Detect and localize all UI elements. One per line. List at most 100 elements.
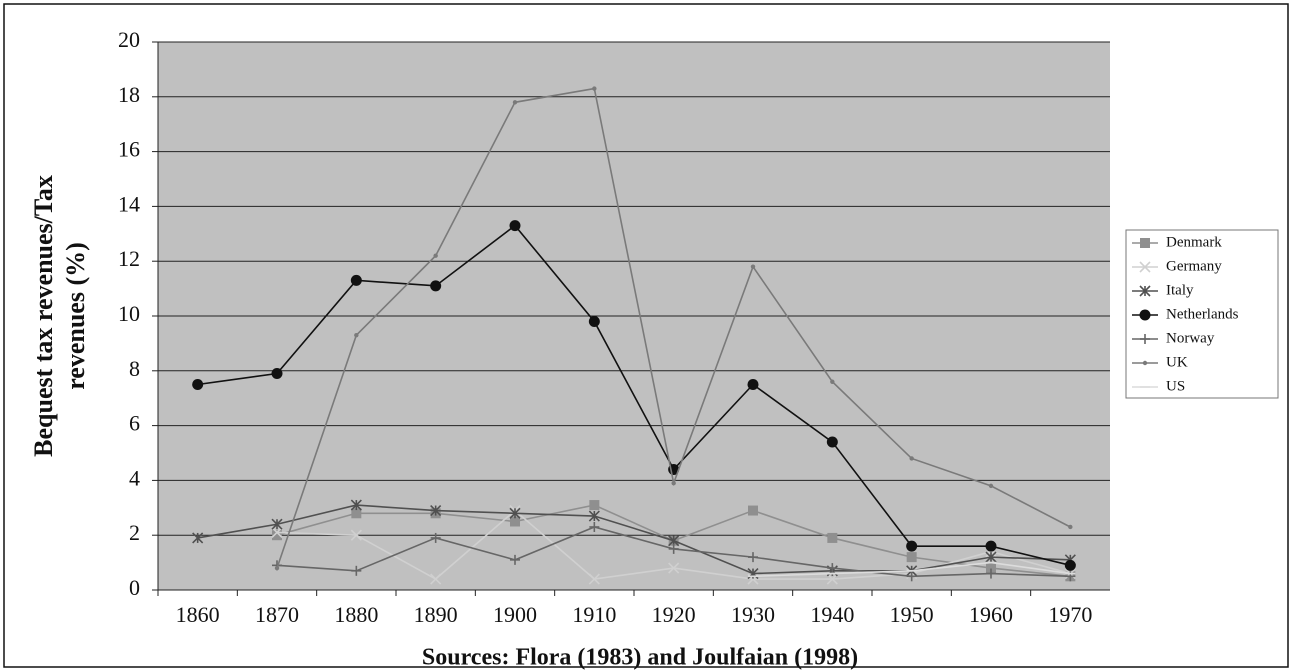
- marker-shape: [1064, 559, 1076, 571]
- marker: [827, 532, 838, 543]
- marker-shape: [274, 565, 280, 571]
- marker: [827, 563, 838, 574]
- marker: [350, 274, 362, 286]
- marker-shape: [747, 379, 759, 390]
- y-tick-label: 6: [129, 411, 140, 436]
- marker-shape: [272, 530, 282, 541]
- legend-label: Netherlands: [1166, 306, 1239, 322]
- marker-shape: [271, 368, 283, 380]
- legend-label: US: [1166, 378, 1185, 394]
- marker-shape: [986, 563, 996, 574]
- marker: [668, 543, 679, 554]
- marker: [351, 508, 362, 519]
- x-tick-label: 1950: [890, 602, 934, 627]
- marker-shape: [1142, 360, 1148, 366]
- marker-shape: [671, 480, 676, 486]
- marker: [1139, 285, 1151, 297]
- x-tick-label: 1910: [572, 602, 616, 627]
- y-tick-label: 8: [129, 356, 140, 381]
- marker-shape: [430, 280, 442, 292]
- marker: [668, 562, 680, 574]
- x-tick-label: 1900: [493, 602, 537, 627]
- marker: [271, 526, 283, 539]
- marker-shape: [510, 516, 520, 527]
- marker-stroke: [826, 573, 838, 585]
- marker: [826, 573, 838, 585]
- y-tick-label: 18: [118, 82, 140, 107]
- marker: [271, 368, 283, 380]
- series-line: [197, 504, 1071, 575]
- marker: [589, 521, 600, 532]
- marker: [509, 507, 521, 519]
- marker: [588, 573, 600, 585]
- marker-shape: [985, 540, 997, 552]
- legend-label: Denmark: [1166, 234, 1222, 250]
- x-tick-label: 1930: [731, 602, 775, 627]
- marker-shape: [1139, 309, 1151, 321]
- marker: [1068, 524, 1073, 530]
- marker: [988, 483, 994, 489]
- x-tick-label: 1960: [969, 602, 1013, 627]
- marker-shape: [826, 436, 838, 448]
- marker: [986, 568, 996, 579]
- marker: [986, 563, 996, 574]
- y-axis-label: revenues (%): [61, 242, 90, 390]
- marker: [1139, 261, 1151, 273]
- marker: [1142, 360, 1148, 366]
- y-tick-label: 20: [118, 27, 140, 52]
- marker-shape: [354, 332, 359, 338]
- marker-shape: [830, 379, 835, 384]
- marker: [271, 518, 283, 530]
- marker-stroke: [430, 573, 442, 585]
- marker: [512, 100, 518, 105]
- y-tick-label: 14: [118, 191, 140, 216]
- marker-shape: [1140, 238, 1150, 248]
- marker: [1140, 334, 1150, 344]
- marker-stroke: [588, 573, 600, 585]
- legend-label: UK: [1166, 354, 1188, 370]
- marker: [430, 504, 442, 517]
- marker-stroke: [1139, 261, 1151, 273]
- marker: [1064, 559, 1076, 571]
- marker: [274, 565, 280, 571]
- marker-shape: [1068, 524, 1073, 530]
- marker: [351, 565, 362, 576]
- marker: [985, 540, 997, 552]
- marker: [588, 315, 600, 327]
- marker-stroke: [668, 562, 680, 574]
- marker-shape: [509, 220, 521, 232]
- y-tick-label: 0: [129, 575, 140, 600]
- marker-shape: [748, 505, 758, 516]
- marker: [826, 436, 838, 448]
- series-line: [197, 224, 1071, 567]
- x-tick-label: 1970: [1048, 602, 1092, 627]
- marker-shape: [592, 86, 597, 91]
- marker: [985, 551, 997, 563]
- marker-shape: [906, 540, 918, 552]
- marker: [430, 280, 442, 292]
- x-tick-label: 1870: [255, 602, 299, 627]
- x-tick-label: 1860: [176, 602, 220, 627]
- marker-stroke: [350, 529, 362, 541]
- marker: [350, 499, 362, 511]
- marker: [272, 530, 282, 541]
- marker: [509, 220, 521, 232]
- marker-shape: [192, 379, 204, 390]
- marker: [354, 332, 359, 338]
- marker: [750, 264, 756, 269]
- marker-shape: [589, 500, 600, 511]
- marker: [192, 379, 204, 390]
- marker: [430, 573, 442, 585]
- legend-label: Italy: [1166, 282, 1194, 298]
- marker: [671, 480, 676, 486]
- marker-shape: [512, 100, 518, 105]
- marker: [588, 510, 600, 522]
- marker: [510, 516, 520, 527]
- marker: [906, 540, 918, 552]
- legend: [1125, 229, 1279, 399]
- caption: Sources: Flora (1983) and Joulfaian (199…: [422, 645, 858, 671]
- marker: [433, 253, 438, 258]
- marker-shape: [906, 552, 917, 563]
- marker: [748, 505, 758, 516]
